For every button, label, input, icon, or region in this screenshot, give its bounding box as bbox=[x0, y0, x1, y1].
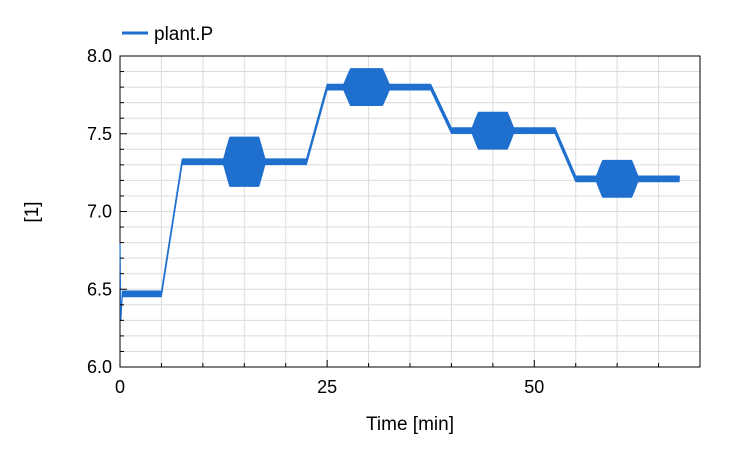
legend-label: plant.P bbox=[154, 24, 213, 45]
series-line-plant-p bbox=[119, 68, 680, 321]
grid bbox=[119, 55, 701, 368]
axis-ticks: 0 25 50 6.0 6.5 7.0 7.5 8.0 bbox=[87, 46, 701, 397]
legend: plant.P bbox=[122, 24, 213, 45]
x-axis-title: Time [min] bbox=[366, 414, 454, 435]
x-tick-label: 50 bbox=[524, 377, 544, 397]
y-tick-label: 8.0 bbox=[87, 46, 112, 66]
y-tick-label: 6.5 bbox=[87, 279, 112, 299]
series-layer bbox=[119, 68, 680, 321]
y-tick-label: 7.5 bbox=[87, 124, 112, 144]
y-axis-title: [1] bbox=[22, 201, 43, 222]
x-tick-label: 0 bbox=[115, 377, 125, 397]
y-tick-label: 7.0 bbox=[87, 202, 112, 222]
x-tick-label: 25 bbox=[317, 377, 337, 397]
y-tick-label: 6.0 bbox=[87, 357, 112, 377]
